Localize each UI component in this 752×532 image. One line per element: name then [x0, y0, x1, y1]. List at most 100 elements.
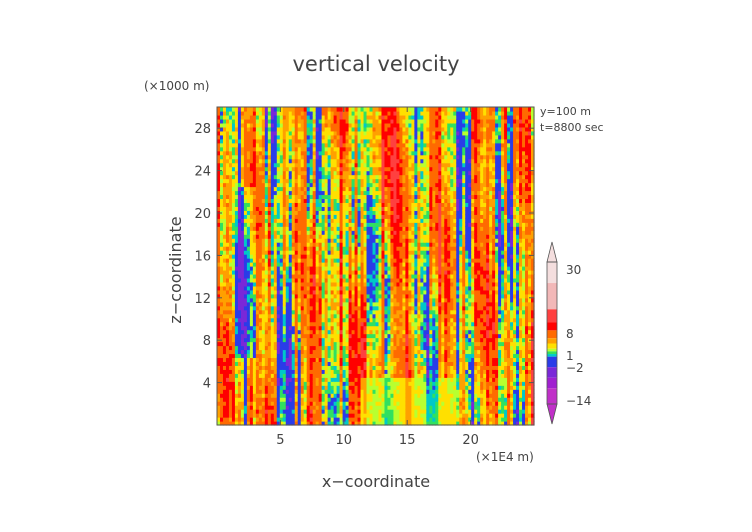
heatmap-cell: [237, 301, 242, 307]
heatmap-cell: [339, 281, 344, 287]
heatmap-cell: [297, 182, 302, 188]
heatmap-cell: [252, 194, 257, 200]
heatmap-cell: [327, 126, 332, 132]
heatmap-cell: [294, 333, 299, 339]
heatmap-cell: [369, 107, 374, 112]
heatmap-cell: [249, 413, 254, 418]
heatmap-cell: [303, 158, 308, 164]
heatmap-cell: [309, 373, 314, 378]
heatmap-cell: [219, 166, 224, 172]
heatmap-cell: [264, 357, 269, 363]
heatmap-cell: [345, 242, 350, 247]
heatmap-cell: [228, 150, 233, 156]
heatmap-cell: [300, 214, 305, 219]
heatmap-cell: [318, 417, 323, 422]
heatmap-cell: [372, 114, 377, 120]
heatmap-cell: [273, 273, 278, 279]
heatmap-cell: [360, 138, 365, 144]
heatmap-cell: [306, 373, 311, 378]
heatmap-cell: [333, 281, 338, 287]
heatmap-cell: [369, 166, 374, 172]
heatmap-cell: [237, 341, 242, 347]
heatmap-cell: [217, 317, 221, 323]
heatmap-cell: [378, 297, 383, 303]
heatmap-cell: [297, 349, 302, 355]
heatmap-cell: [285, 317, 290, 323]
heatmap-cell: [351, 353, 356, 359]
heatmap-cell: [375, 381, 380, 386]
heatmap-cell: [225, 325, 230, 331]
heatmap-cell: [234, 293, 239, 299]
heatmap-cell: [375, 258, 380, 263]
heatmap-cell: [231, 194, 236, 200]
heatmap-cell: [234, 325, 239, 331]
heatmap-cell: [381, 110, 386, 116]
heatmap-cell: [327, 269, 332, 275]
heatmap-cell: [276, 266, 281, 271]
heatmap-cell: [264, 397, 269, 402]
heatmap-cell: [336, 174, 341, 180]
heatmap-cell: [318, 166, 323, 172]
heatmap-cell: [378, 130, 383, 136]
heatmap-cell: [237, 107, 242, 112]
heatmap-cell: [288, 393, 293, 398]
heatmap-cell: [381, 218, 386, 223]
heatmap-cell: [351, 385, 356, 390]
heatmap-cell: [312, 417, 317, 422]
heatmap-cell: [351, 357, 356, 363]
heatmap-cell: [261, 365, 266, 370]
heatmap-cell: [378, 246, 383, 251]
heatmap-cell: [288, 182, 293, 188]
heatmap-cell: [306, 107, 311, 112]
heatmap-cell: [336, 258, 341, 263]
heatmap-cell: [345, 190, 350, 196]
heatmap-cell: [240, 250, 245, 255]
heatmap-cell: [291, 134, 296, 140]
heatmap-cell: [345, 254, 350, 259]
heatmap-cell: [345, 142, 350, 148]
heatmap-cell: [399, 405, 404, 410]
heatmap-cell: [246, 114, 251, 120]
heatmap-cell: [240, 357, 245, 363]
heatmap-cell: [345, 134, 350, 140]
heatmap-cell: [357, 218, 362, 223]
heatmap-cell: [291, 250, 296, 255]
heatmap-cell: [363, 110, 368, 116]
heatmap-cell: [309, 293, 314, 299]
heatmap-cell: [342, 285, 347, 291]
heatmap-cell: [396, 122, 401, 128]
heatmap-cell: [375, 238, 380, 243]
heatmap-cell: [234, 186, 239, 192]
heatmap-cell: [306, 305, 311, 311]
heatmap-cell: [264, 234, 269, 239]
heatmap-cell: [300, 349, 305, 355]
heatmap-cell: [285, 174, 290, 180]
heatmap-cell: [264, 262, 269, 267]
heatmap-cell: [381, 258, 386, 263]
heatmap-cell: [303, 130, 308, 136]
heatmap-cell: [348, 266, 353, 271]
heatmap-cell: [264, 297, 269, 303]
heatmap-cell: [217, 297, 221, 303]
heatmap-cell: [384, 262, 389, 267]
heatmap-cell: [240, 293, 245, 299]
heatmap-cell: [324, 230, 329, 235]
heatmap-cell: [339, 365, 344, 370]
heatmap-cell: [351, 393, 356, 398]
heatmap-cell: [339, 126, 344, 132]
heatmap-cell: [297, 122, 302, 128]
heatmap-cell: [315, 242, 320, 247]
heatmap-cell: [324, 281, 329, 287]
heatmap-cell: [273, 226, 278, 231]
heatmap-cell: [312, 174, 317, 180]
heatmap-cell: [279, 178, 284, 184]
heatmap-cell: [330, 218, 335, 223]
heatmap-cell: [348, 321, 353, 327]
heatmap-cell: [222, 254, 227, 259]
heatmap-cell: [264, 214, 269, 219]
heatmap-cell: [252, 122, 257, 128]
heatmap-cell: [228, 170, 233, 176]
heatmap-cell: [339, 293, 344, 299]
heatmap-cell: [240, 345, 245, 351]
heatmap-cell: [246, 305, 251, 311]
